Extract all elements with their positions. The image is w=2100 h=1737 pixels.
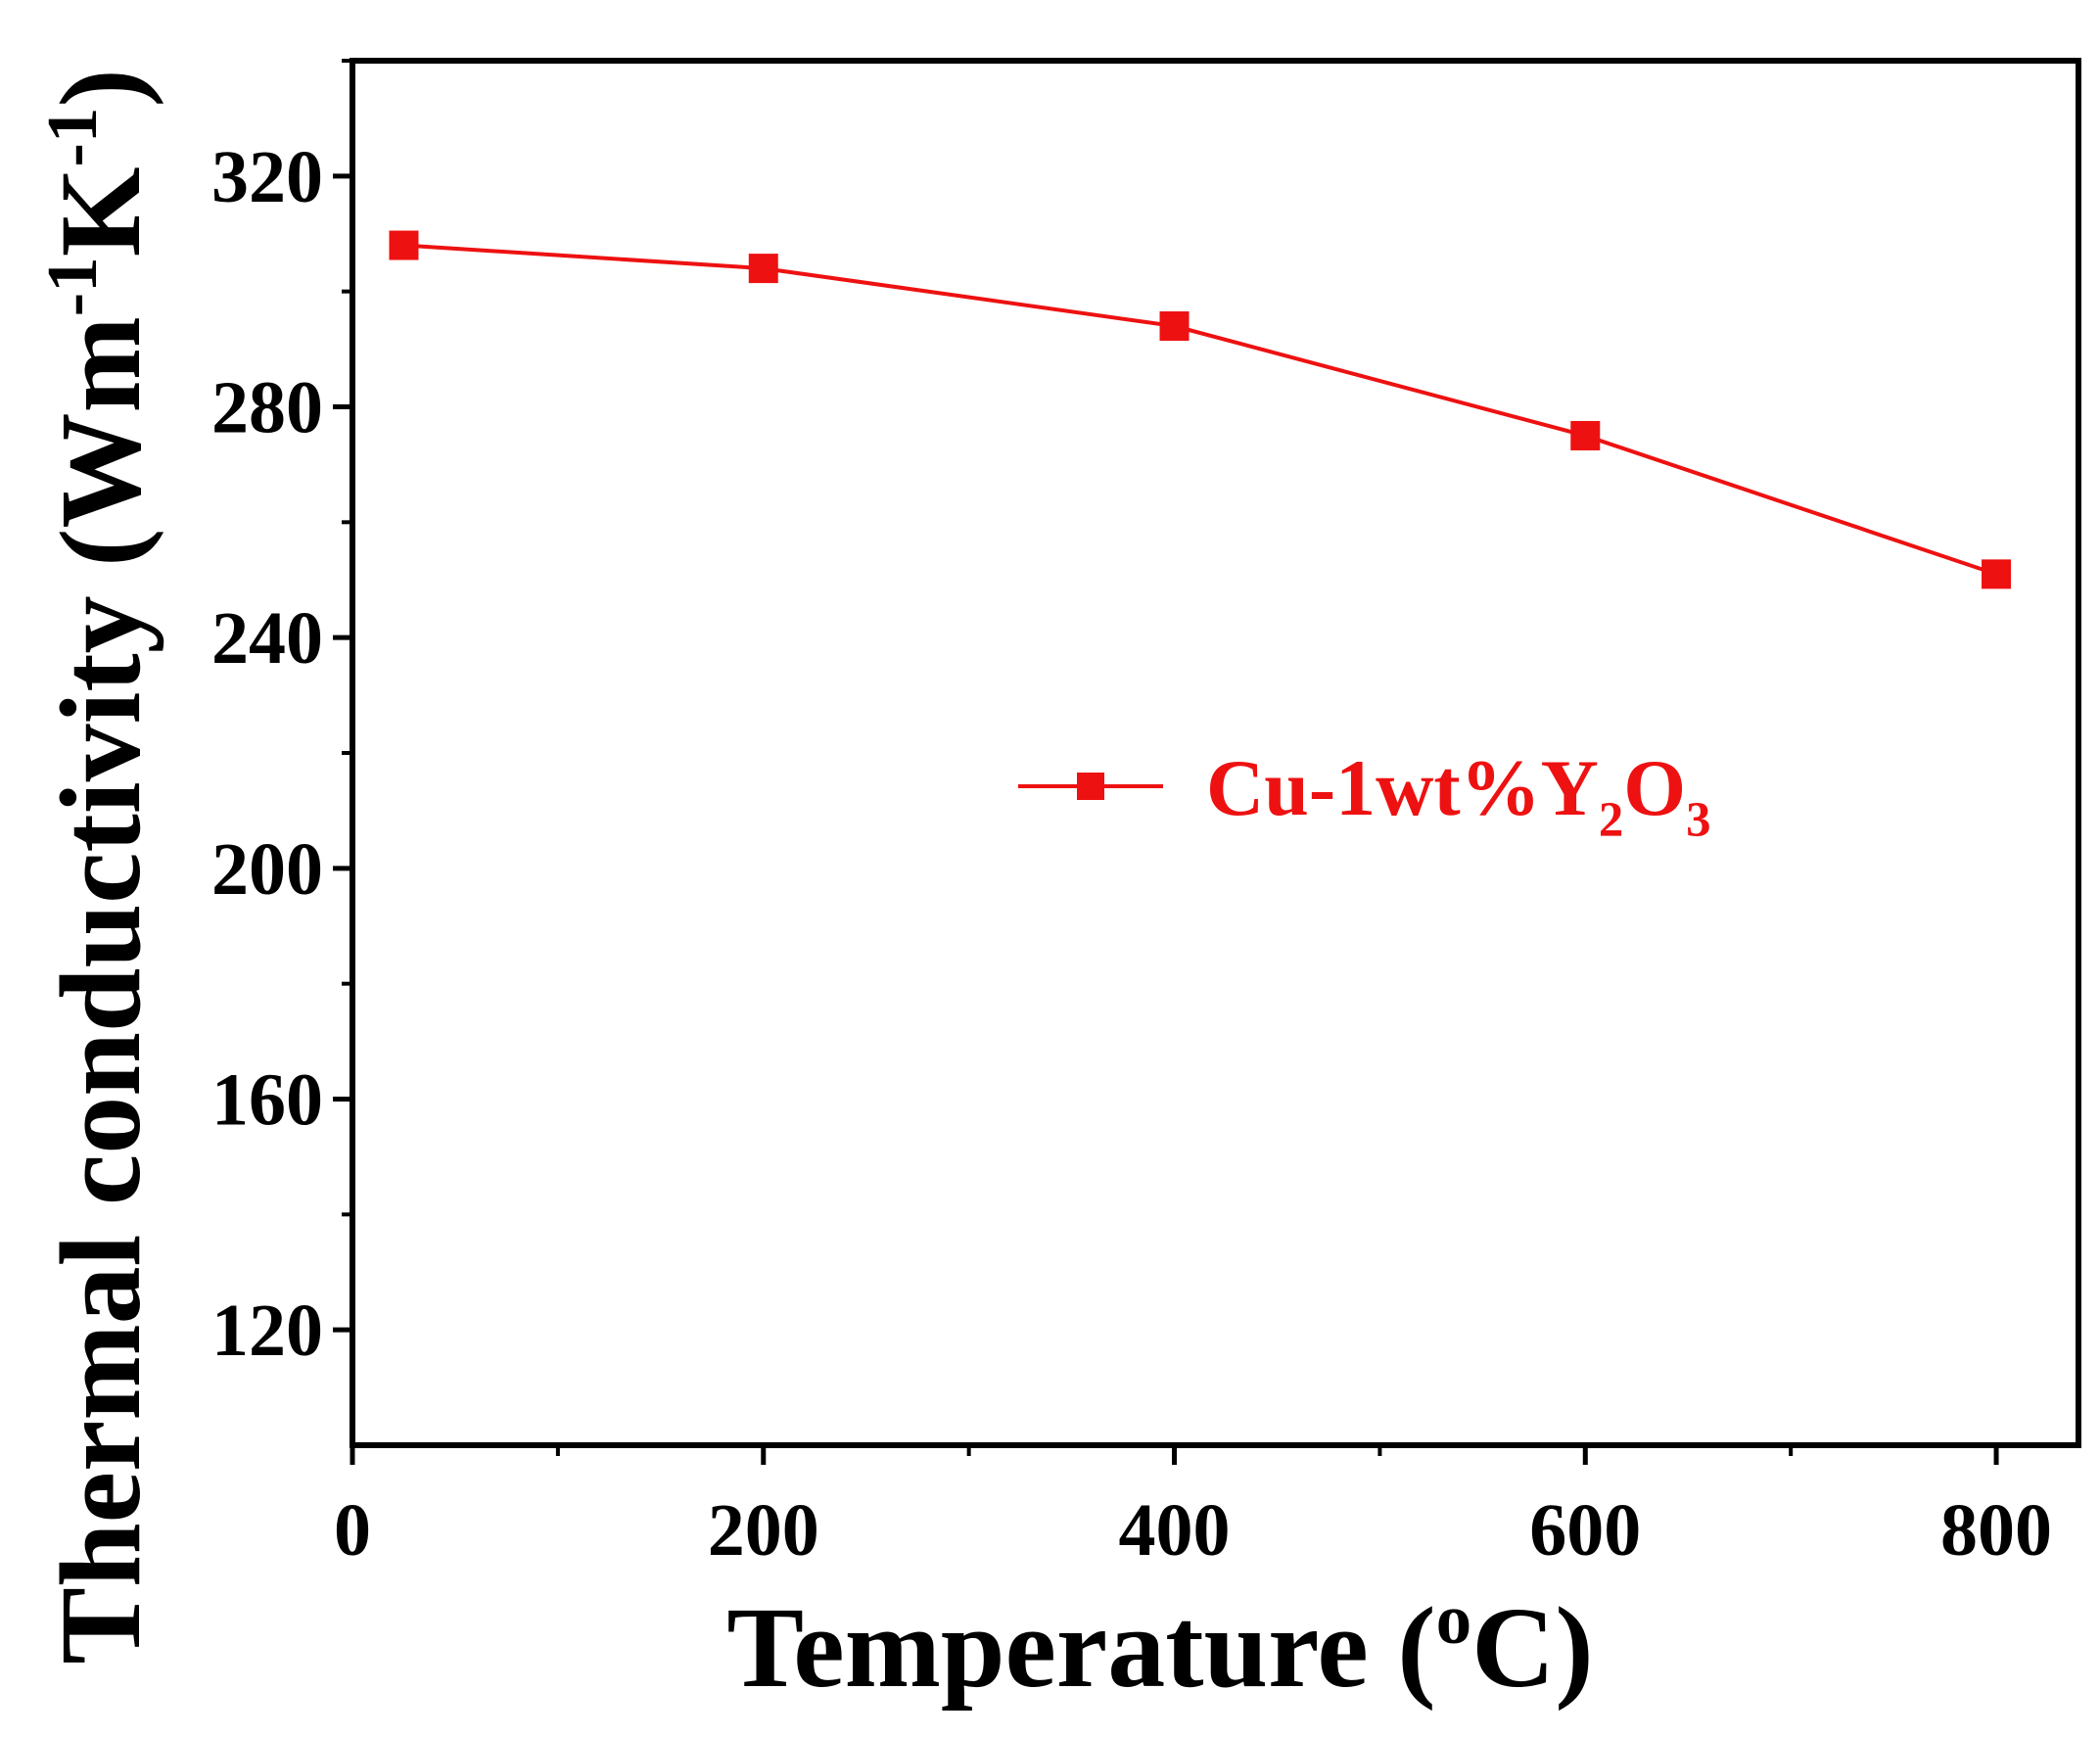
data-point-marker <box>389 230 419 260</box>
y-tick-label: 320 <box>211 136 323 218</box>
y-axis-title: Thermal conductivity (Wm-1K-1) <box>32 69 164 1665</box>
y-tick-label: 240 <box>211 597 323 680</box>
x-tick-label: 600 <box>1529 1489 1641 1572</box>
y-tick-label: 120 <box>211 1290 323 1372</box>
y-tick-label: 160 <box>211 1059 323 1142</box>
series-layer <box>389 230 2012 589</box>
y-tick-label: 280 <box>211 367 323 449</box>
data-point-marker <box>1982 559 2012 589</box>
legend: Cu-1wt%Y2O3 <box>1018 743 1711 847</box>
x-tick-labels: 0 200 400 600 800 <box>334 1489 2052 1572</box>
x-axis-title: Temperature (oC) <box>726 1579 1593 1712</box>
x-tick-label: 400 <box>1119 1489 1231 1572</box>
data-point-marker <box>1159 311 1190 342</box>
x-tick-label: 800 <box>1940 1489 2052 1572</box>
axis-ticks <box>333 59 1999 1465</box>
y-tick-labels: 120 160 200 240 280 320 <box>211 136 323 1372</box>
series-line <box>403 243 1997 577</box>
data-point-marker <box>748 254 778 284</box>
legend-marker <box>1077 773 1104 800</box>
legend-label: Cu-1wt%Y2O3 <box>1206 743 1711 847</box>
data-point-marker <box>1570 420 1601 450</box>
x-tick-label: 0 <box>334 1489 371 1572</box>
x-tick-label: 200 <box>708 1489 819 1572</box>
y-tick-label: 200 <box>211 828 323 911</box>
